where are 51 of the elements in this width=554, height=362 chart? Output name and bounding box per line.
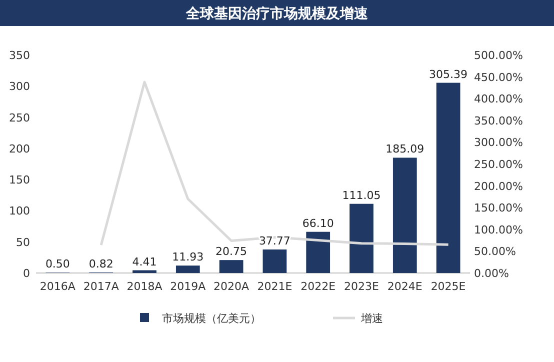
bar <box>219 260 244 273</box>
y-tick-label: 0 <box>23 267 30 280</box>
x-tick-label: 2024E <box>387 280 422 293</box>
legend-label: 市场规模（亿美元） <box>162 312 261 325</box>
data-label: 305.39 <box>429 68 468 81</box>
y2-tick-label: 350.00% <box>474 114 523 128</box>
bar <box>350 204 374 273</box>
bar <box>306 232 330 273</box>
data-label: 0.50 <box>45 258 70 271</box>
x-tick-label: 2020A <box>214 280 250 293</box>
y-tick-label: 50 <box>16 236 30 249</box>
y2-tick-label: 50.00% <box>474 245 516 258</box>
data-label: 0.82 <box>88 257 114 270</box>
y-tick-label: 300 <box>9 80 30 94</box>
x-tick-label: 2019A <box>170 280 206 293</box>
y2-tick-label: 300.00% <box>474 136 523 150</box>
x-tick-label: 2025E <box>430 280 466 293</box>
y2-tick-label: 450.00% <box>474 70 523 84</box>
x-tick-label: 2021E <box>257 280 292 293</box>
data-label: 20.75 <box>216 245 248 258</box>
data-label: 37.77 <box>258 234 290 248</box>
y2-tick-label: 500.00% <box>474 49 523 62</box>
x-tick-label: 2018A <box>126 280 163 293</box>
line-series <box>100 80 450 246</box>
y-tick-label: 150 <box>9 174 30 187</box>
y2-tick-label: 200.00% <box>474 180 523 193</box>
y2-tick-label: 400.00% <box>474 92 523 106</box>
y-tick-label: 350 <box>9 49 30 62</box>
y-tick-label: 100 <box>9 204 30 218</box>
y2-tick-label: 0.00% <box>474 267 509 280</box>
x-tick-label: 2016A <box>40 280 76 293</box>
y2-tick-label: 250.00% <box>474 158 523 171</box>
legend-label: 增速 <box>360 312 383 325</box>
x-tick-label: 2022E <box>300 280 336 293</box>
x-tick-label: 2023E <box>344 280 380 293</box>
bar <box>436 82 460 273</box>
data-label: 185.09 <box>386 142 424 156</box>
data-label: 111.05 <box>342 188 381 202</box>
chart-title: 全球基因治疗市场规模及增速 <box>185 5 369 22</box>
y-tick-label: 250 <box>9 111 30 124</box>
y2-tick-label: 150.00% <box>474 202 523 215</box>
x-tick-label: 2017A <box>83 280 120 293</box>
bar <box>392 158 417 273</box>
y2-tick-label: 100.00% <box>474 223 523 236</box>
bar <box>262 249 287 273</box>
data-label: 4.41 <box>132 255 157 268</box>
bar <box>132 270 156 273</box>
data-label: 66.10 <box>302 216 334 230</box>
bar <box>176 266 200 273</box>
y-tick-label: 200 <box>9 142 30 156</box>
data-label: 11.93 <box>172 250 204 264</box>
